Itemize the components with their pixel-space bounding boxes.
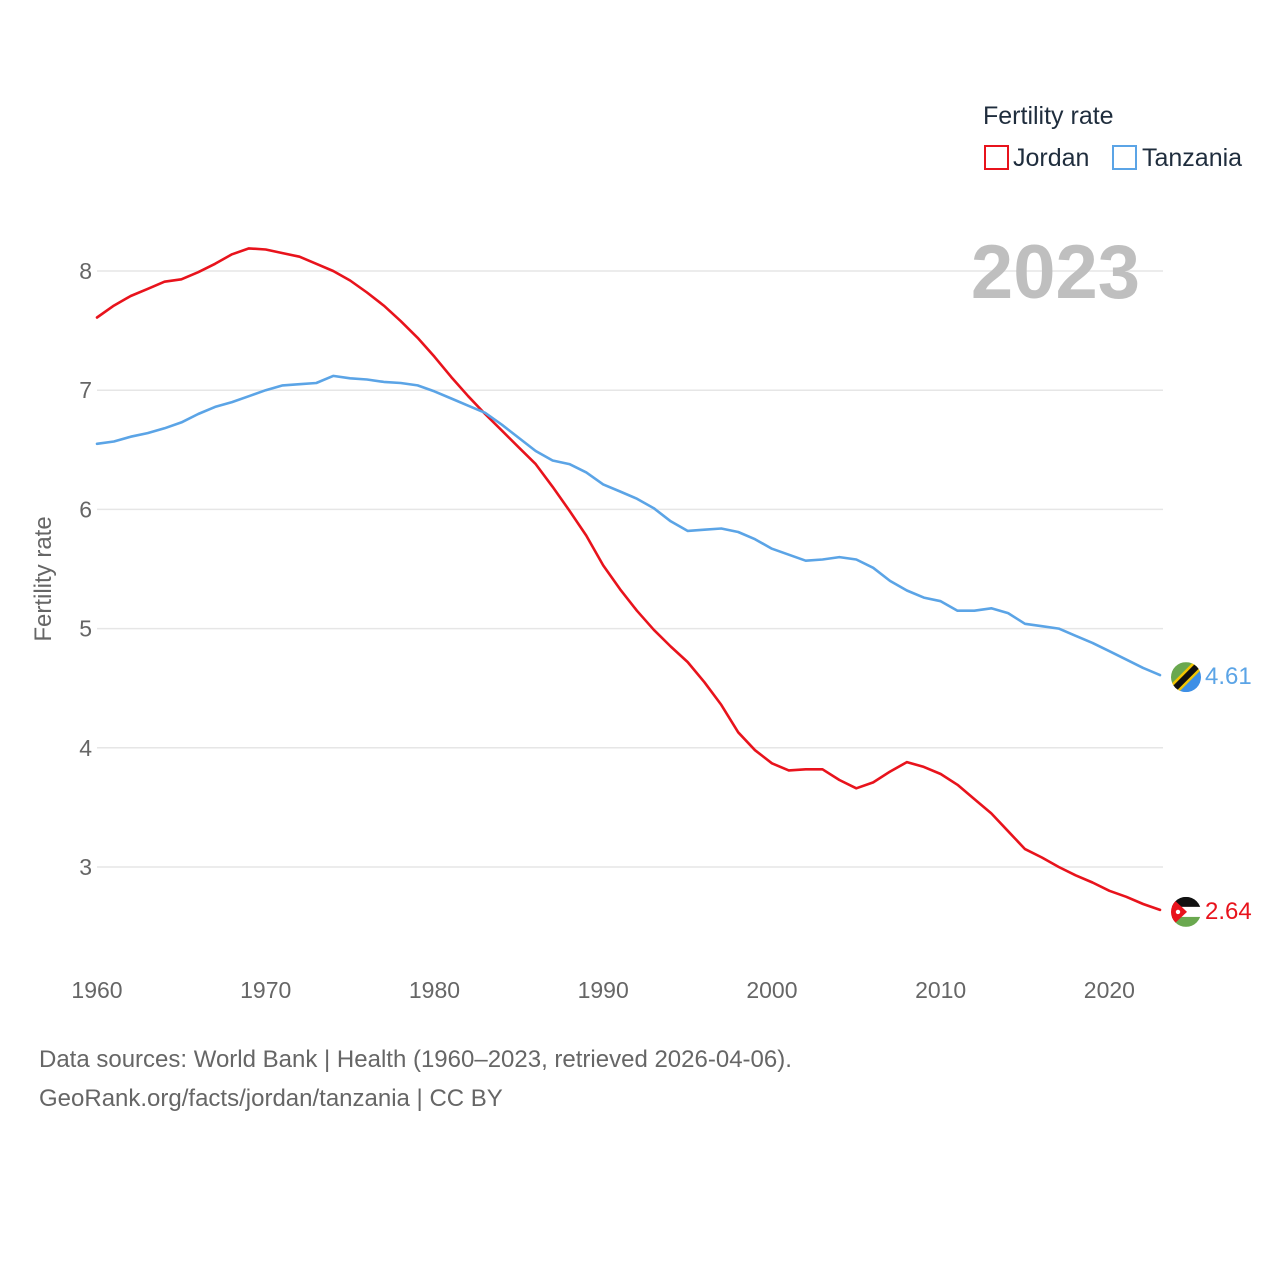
y-tick-label: 3 <box>79 854 92 880</box>
y-tick-label: 6 <box>79 496 92 522</box>
year-label: 2023 <box>971 230 1140 315</box>
legend-swatch-jordan <box>984 145 1009 170</box>
y-axis-ticks: 3 4 5 6 7 8 <box>79 258 92 880</box>
legend-item-tanzania[interactable]: Tanzania <box>1112 144 1242 172</box>
x-tick-label: 1960 <box>71 977 122 1003</box>
y-axis-title: Fertility rate <box>30 516 57 641</box>
end-value-label-jordan: 2.64 <box>1205 898 1252 925</box>
gridlines <box>97 270 1163 868</box>
x-tick-label: 2020 <box>1084 977 1135 1003</box>
x-tick-label: 1980 <box>409 977 460 1003</box>
y-tick-label: 8 <box>79 258 92 284</box>
tanzania-flag-icon <box>1171 662 1201 693</box>
legend-label-tanzania: Tanzania <box>1142 144 1242 172</box>
legend-title: Fertility rate <box>983 102 1114 130</box>
y-tick-label: 7 <box>79 377 92 403</box>
x-tick-label: 1990 <box>578 977 629 1003</box>
jordan-flag-icon <box>1171 896 1201 927</box>
x-tick-label: 2010 <box>915 977 966 1003</box>
series-lines <box>95 247 1162 912</box>
series-line-jordan <box>95 247 1162 912</box>
legend-item-jordan[interactable]: Jordan <box>984 144 1089 172</box>
series-line-tanzania <box>95 374 1162 677</box>
legend-label-jordan: Jordan <box>1013 144 1089 172</box>
y-tick-label: 4 <box>79 735 92 761</box>
footer-sources: Data sources: World Bank | Health (1960–… <box>39 1046 792 1073</box>
y-tick-label: 5 <box>79 616 92 642</box>
footer-link[interactable]: GeoRank.org/facts/jordan/tanzania | CC B… <box>39 1085 503 1112</box>
end-markers: 2.64 4.61 <box>1171 662 1252 927</box>
end-value-label-tanzania: 4.61 <box>1205 663 1252 690</box>
legend-swatch-tanzania <box>1112 145 1137 170</box>
x-tick-label: 1970 <box>240 977 291 1003</box>
legend: Fertility rate Jordan Tanzania <box>983 102 1242 172</box>
x-axis-ticks: 1960 1970 1980 1990 2000 2010 2020 <box>71 977 1135 1003</box>
x-tick-label: 2000 <box>746 977 797 1003</box>
